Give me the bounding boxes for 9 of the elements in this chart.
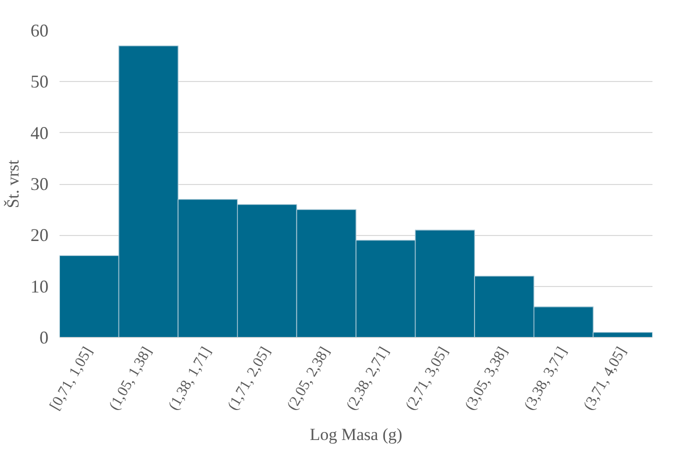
y-tick-label: 60 [30, 20, 48, 40]
y-tick-label: 0 [40, 328, 48, 348]
y-tick-label: 20 [30, 225, 48, 246]
y-tick-label: 10 [30, 276, 48, 296]
y-axis-title: Št. vrst [4, 160, 22, 208]
y-tick-label: 50 [30, 72, 48, 92]
x-axis-title: Log Masa (g) [310, 425, 402, 444]
y-tick-label: 30 [30, 174, 48, 194]
y-tick-label: 40 [30, 122, 48, 143]
